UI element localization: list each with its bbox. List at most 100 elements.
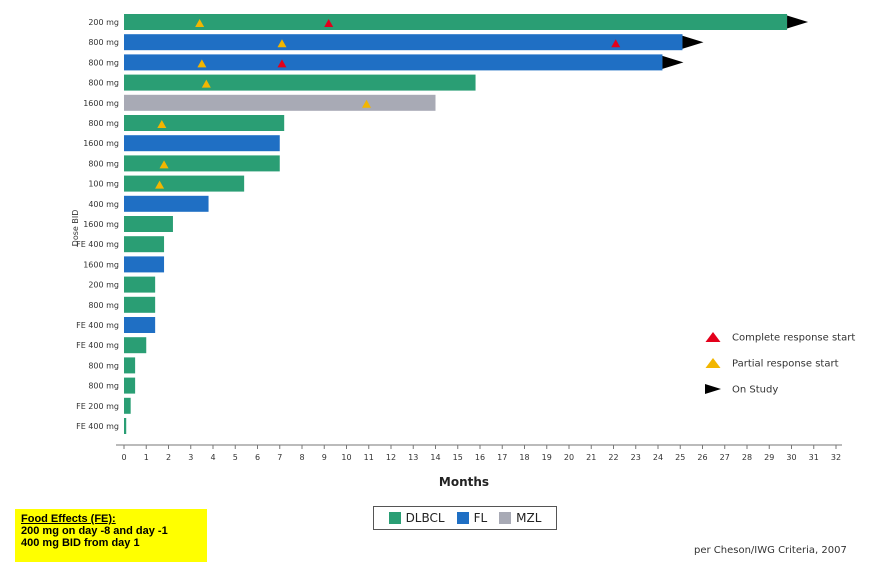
marker-legend-label: On Study <box>732 385 778 396</box>
x-tick-label: 24 <box>653 453 663 462</box>
y-tick-label: 1600 mg <box>83 99 119 108</box>
marker-legend-item: Complete response start <box>705 332 855 344</box>
legend-item-dlbcl: DLBCL <box>388 511 445 525</box>
treatment-bar <box>124 296 156 313</box>
marker-legend-item: On Study <box>705 384 778 396</box>
patient-row: 800 mg <box>88 34 704 51</box>
y-tick-label: 800 mg <box>88 382 119 391</box>
patient-row: 800 mg <box>88 357 136 374</box>
y-tick-label: 800 mg <box>88 38 119 47</box>
x-tick-label: 2 <box>166 453 171 462</box>
complete-response-marker-icon <box>611 39 621 48</box>
treatment-bar <box>124 175 245 192</box>
x-tick-label: 11 <box>364 453 374 462</box>
y-tick-label: 800 mg <box>88 159 119 168</box>
marker-legend-label: Complete response start <box>732 333 855 344</box>
food-effects-title: Food Effects (FE): <box>21 513 116 525</box>
y-tick-label: 800 mg <box>88 79 119 88</box>
histology-legend: DLBCL FL MZL <box>373 506 557 530</box>
on-study-arrow-icon <box>787 15 809 29</box>
x-axis: 0 1 2 3 4 5 6 7 8 9 10 11 12 13 14 15 16 17 18 19 20 21 22 23 24… <box>116 444 842 462</box>
patient-row: FE 400 mg <box>76 236 165 253</box>
food-effects-line-1: 200 mg on day -8 and day -1 <box>21 525 168 537</box>
partial-response-marker-icon <box>159 160 169 169</box>
x-axis-label: Months <box>439 475 489 489</box>
patient-row: 1600 mg <box>83 94 436 111</box>
x-tick-label: 9 <box>322 453 327 462</box>
y-tick-label: 800 mg <box>88 361 119 370</box>
x-tick-label: 4 <box>210 453 215 462</box>
x-tick-label: 6 <box>255 453 260 462</box>
patient-row: 800 mg <box>88 377 136 394</box>
patient-row: 200 mg <box>88 276 156 293</box>
patient-row: 1600 mg <box>83 135 280 152</box>
x-tick-label: 22 <box>608 453 618 462</box>
x-tick-label: 27 <box>720 453 730 462</box>
patient-row: 800 mg <box>88 155 280 172</box>
complete-response-marker-icon <box>324 19 334 27</box>
legend-label-dlbcl: DLBCL <box>405 511 445 525</box>
x-tick-label: 0 <box>121 453 126 462</box>
patient-row: 1600 mg <box>83 256 165 273</box>
legend-label-fl: FL <box>473 511 488 525</box>
y-tick-label: 200 mg <box>88 281 119 290</box>
treatment-bar <box>124 54 663 71</box>
x-tick-label: 5 <box>233 453 238 462</box>
food-effects-note: Food Effects (FE): 200 mg on day -8 and … <box>15 509 207 562</box>
x-tick-label: 29 <box>764 453 774 462</box>
criteria-note: per Cheson/IWG Criteria, 2007 <box>694 545 847 556</box>
x-tick-label: 19 <box>542 453 552 462</box>
x-tick-label: 16 <box>475 453 485 462</box>
patient-row: FE 400 mg <box>76 418 127 434</box>
x-tick-label: 13 <box>408 453 418 462</box>
partial-response-marker-icon <box>362 99 372 108</box>
complete-response-marker-icon <box>705 332 721 342</box>
treatment-bar <box>124 377 136 394</box>
treatment-bar <box>124 276 156 293</box>
partial-response-marker-icon <box>201 79 211 88</box>
treatment-bar <box>124 115 285 131</box>
x-tick-label: 31 <box>809 453 819 462</box>
patient-row: 1600 mg <box>83 216 173 232</box>
bars-layer: 200 mg 800 mg 800 mg 800 mg 1600 mg 800 mg 160… <box>76 14 809 434</box>
x-tick-label: 20 <box>564 453 574 462</box>
y-tick-label: 1600 mg <box>83 220 119 229</box>
treatment-bar <box>124 155 280 172</box>
partial-response-marker-icon <box>705 358 721 368</box>
x-tick-label: 28 <box>742 453 752 462</box>
y-tick-label: FE 400 mg <box>76 240 119 249</box>
patient-row: FE 400 mg <box>76 337 147 354</box>
y-tick-label: 1600 mg <box>83 260 119 269</box>
treatment-bar <box>124 236 165 253</box>
patient-row: FE 200 mg <box>76 397 131 414</box>
patient-row: FE 400 mg <box>76 317 156 333</box>
patient-row: 800 mg <box>88 115 285 131</box>
x-tick-label: 18 <box>519 453 529 462</box>
y-tick-label: FE 400 mg <box>76 422 119 431</box>
y-tick-label: FE 200 mg <box>76 402 119 411</box>
x-tick-label: 14 <box>430 453 440 462</box>
legend-swatch-dlbcl <box>388 512 401 524</box>
x-tick-label: 15 <box>453 453 463 462</box>
treatment-bar <box>124 135 280 152</box>
marker-legend: Complete response start Partial response … <box>705 332 855 396</box>
on-study-arrow-icon <box>682 35 704 49</box>
treatment-bar <box>124 195 209 212</box>
patient-row: 400 mg <box>88 195 209 212</box>
marker-legend-item: Partial response start <box>705 358 839 370</box>
treatment-bar <box>124 14 788 30</box>
x-tick-label: 32 <box>831 453 841 462</box>
marker-legend-label: Partial response start <box>732 359 839 370</box>
x-tick-label: 25 <box>675 453 685 462</box>
legend-swatch-fl <box>456 512 469 524</box>
y-axis-label: Dose BID <box>71 210 80 247</box>
legend-item-mzl: MZL <box>499 511 541 525</box>
x-tick-label: 8 <box>299 453 304 462</box>
y-tick-label: 1600 mg <box>83 139 119 148</box>
y-tick-label: 800 mg <box>88 58 119 67</box>
partial-response-marker-icon <box>157 120 167 128</box>
y-tick-label: 800 mg <box>88 301 119 310</box>
patient-row: 100 mg <box>88 175 245 192</box>
on-study-arrow-icon <box>662 55 684 69</box>
